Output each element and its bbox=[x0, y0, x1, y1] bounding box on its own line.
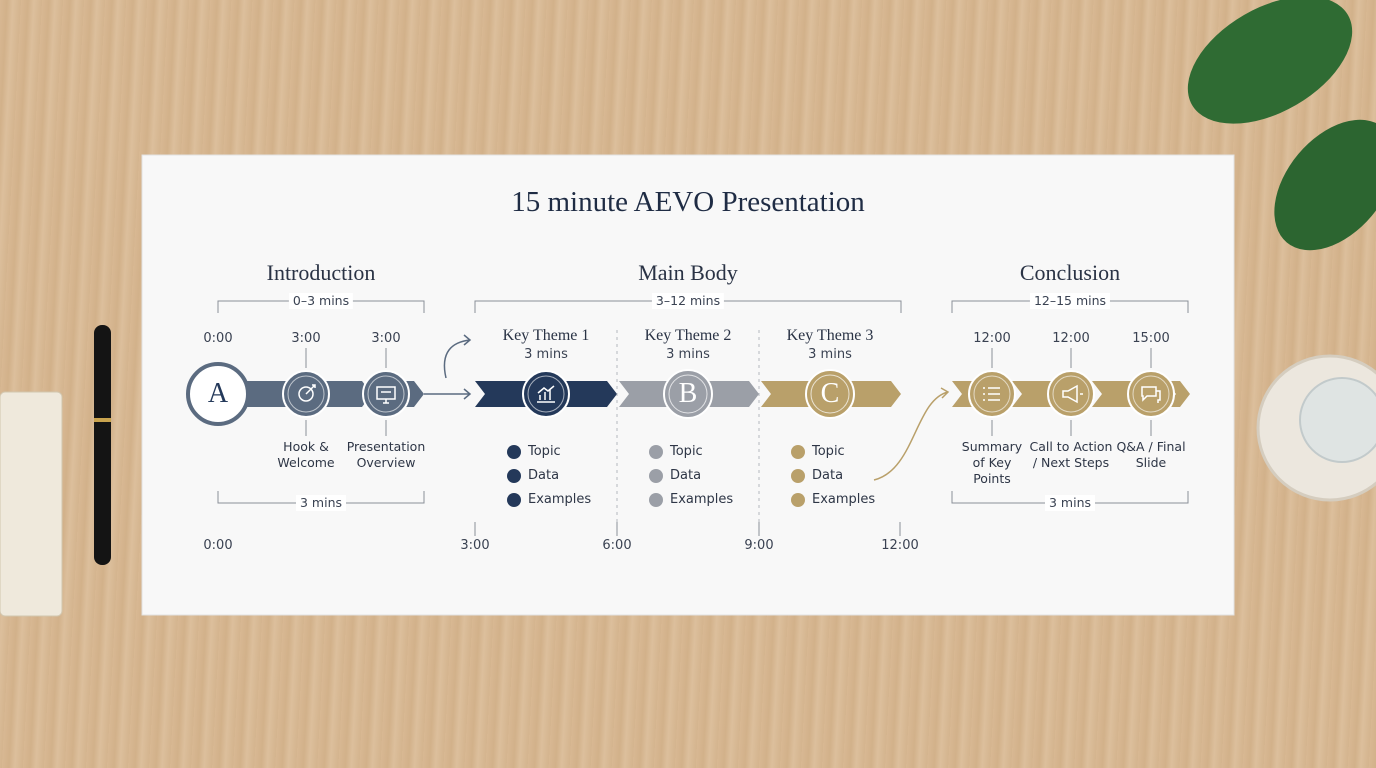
point: Data bbox=[528, 468, 560, 483]
connector bbox=[873, 387, 950, 481]
step-label: Q&A / Final Slide bbox=[1116, 439, 1186, 470]
step-time: 3:00 bbox=[371, 331, 401, 346]
step-circle bbox=[362, 370, 410, 418]
step-label: Hook & Welcome bbox=[277, 439, 335, 470]
section-range: 12–15 mins bbox=[1029, 293, 1111, 309]
bullet bbox=[507, 469, 521, 483]
bullet bbox=[791, 493, 805, 507]
point: Topic bbox=[670, 444, 703, 459]
icon bbox=[1141, 386, 1161, 403]
glass bbox=[1299, 377, 1376, 463]
step-circle bbox=[522, 370, 570, 418]
step-circle bbox=[1127, 370, 1175, 418]
theme-duration: 3 mins bbox=[666, 347, 710, 362]
point: Topic bbox=[812, 444, 845, 459]
icon bbox=[376, 386, 396, 404]
step-time: 12:00 bbox=[1052, 331, 1090, 346]
point: Examples bbox=[812, 492, 876, 507]
section-duration: 3 mins bbox=[295, 495, 347, 511]
badge-ring bbox=[810, 374, 850, 414]
badge-outer bbox=[186, 362, 250, 426]
badge-ring bbox=[668, 374, 708, 414]
bullet bbox=[791, 445, 805, 459]
pen bbox=[94, 325, 111, 565]
step-ring bbox=[367, 375, 405, 413]
step-label: Summary of Key Points bbox=[961, 439, 1023, 486]
point: Data bbox=[670, 468, 702, 483]
point: Examples bbox=[528, 492, 592, 507]
step-time: 3:00 bbox=[291, 331, 321, 346]
section-range: 0–3 mins bbox=[288, 293, 354, 309]
timeline-label: 3:00 bbox=[460, 538, 490, 553]
bullet bbox=[507, 445, 521, 459]
timeline-label: 12:00 bbox=[881, 538, 919, 553]
step-circle bbox=[1047, 370, 1095, 418]
badge-circle bbox=[805, 369, 855, 419]
step-ring bbox=[287, 375, 325, 413]
step-ring bbox=[527, 375, 565, 413]
step-time: 0:00 bbox=[203, 331, 233, 346]
connector bbox=[443, 334, 472, 379]
point: Examples bbox=[670, 492, 734, 507]
connector bbox=[424, 388, 472, 400]
step-ring bbox=[1132, 375, 1170, 413]
section-heading: Introduction bbox=[266, 260, 376, 285]
badge-letter: C bbox=[820, 378, 840, 409]
badge-letter: B bbox=[678, 378, 698, 409]
theme-title: Key Theme 1 bbox=[502, 327, 590, 344]
icon bbox=[1062, 384, 1083, 404]
step-ring bbox=[1052, 375, 1090, 413]
section-heading: Main Body bbox=[638, 260, 738, 285]
leaf bbox=[1274, 119, 1376, 251]
point: Data bbox=[812, 468, 844, 483]
theme-title: Key Theme 3 bbox=[786, 327, 874, 344]
bullet bbox=[507, 493, 521, 507]
step-label: Call to Action / Next Steps bbox=[1029, 439, 1113, 470]
bullet bbox=[649, 469, 663, 483]
section-heading: Conclusion bbox=[1019, 260, 1121, 285]
theme-duration: 3 mins bbox=[808, 347, 852, 362]
step-time: 15:00 bbox=[1132, 331, 1170, 346]
badge-letter: A bbox=[207, 378, 229, 409]
theme-title: Key Theme 2 bbox=[644, 327, 732, 344]
theme-duration: 3 mins bbox=[524, 347, 568, 362]
timeline-label: 0:00 bbox=[203, 538, 233, 553]
icon bbox=[983, 387, 1000, 401]
point: Topic bbox=[528, 444, 561, 459]
step-time: 12:00 bbox=[973, 331, 1011, 346]
notebook bbox=[0, 391, 63, 617]
badge-circle bbox=[663, 369, 713, 419]
section-duration: 3 mins bbox=[1044, 495, 1096, 511]
icon bbox=[537, 385, 555, 403]
bullet bbox=[649, 445, 663, 459]
title: 15 minute AEVO Presentation bbox=[511, 186, 865, 218]
timeline-label: 9:00 bbox=[744, 538, 774, 553]
section-range: 3–12 mins bbox=[651, 293, 725, 309]
step-ring bbox=[973, 375, 1011, 413]
bullet bbox=[791, 469, 805, 483]
step-label: Presentation Overview bbox=[346, 439, 426, 470]
pen-band bbox=[94, 418, 111, 422]
timeline-label: 6:00 bbox=[602, 538, 632, 553]
bullet bbox=[649, 493, 663, 507]
leaf bbox=[1187, 0, 1353, 124]
icon bbox=[298, 384, 316, 402]
